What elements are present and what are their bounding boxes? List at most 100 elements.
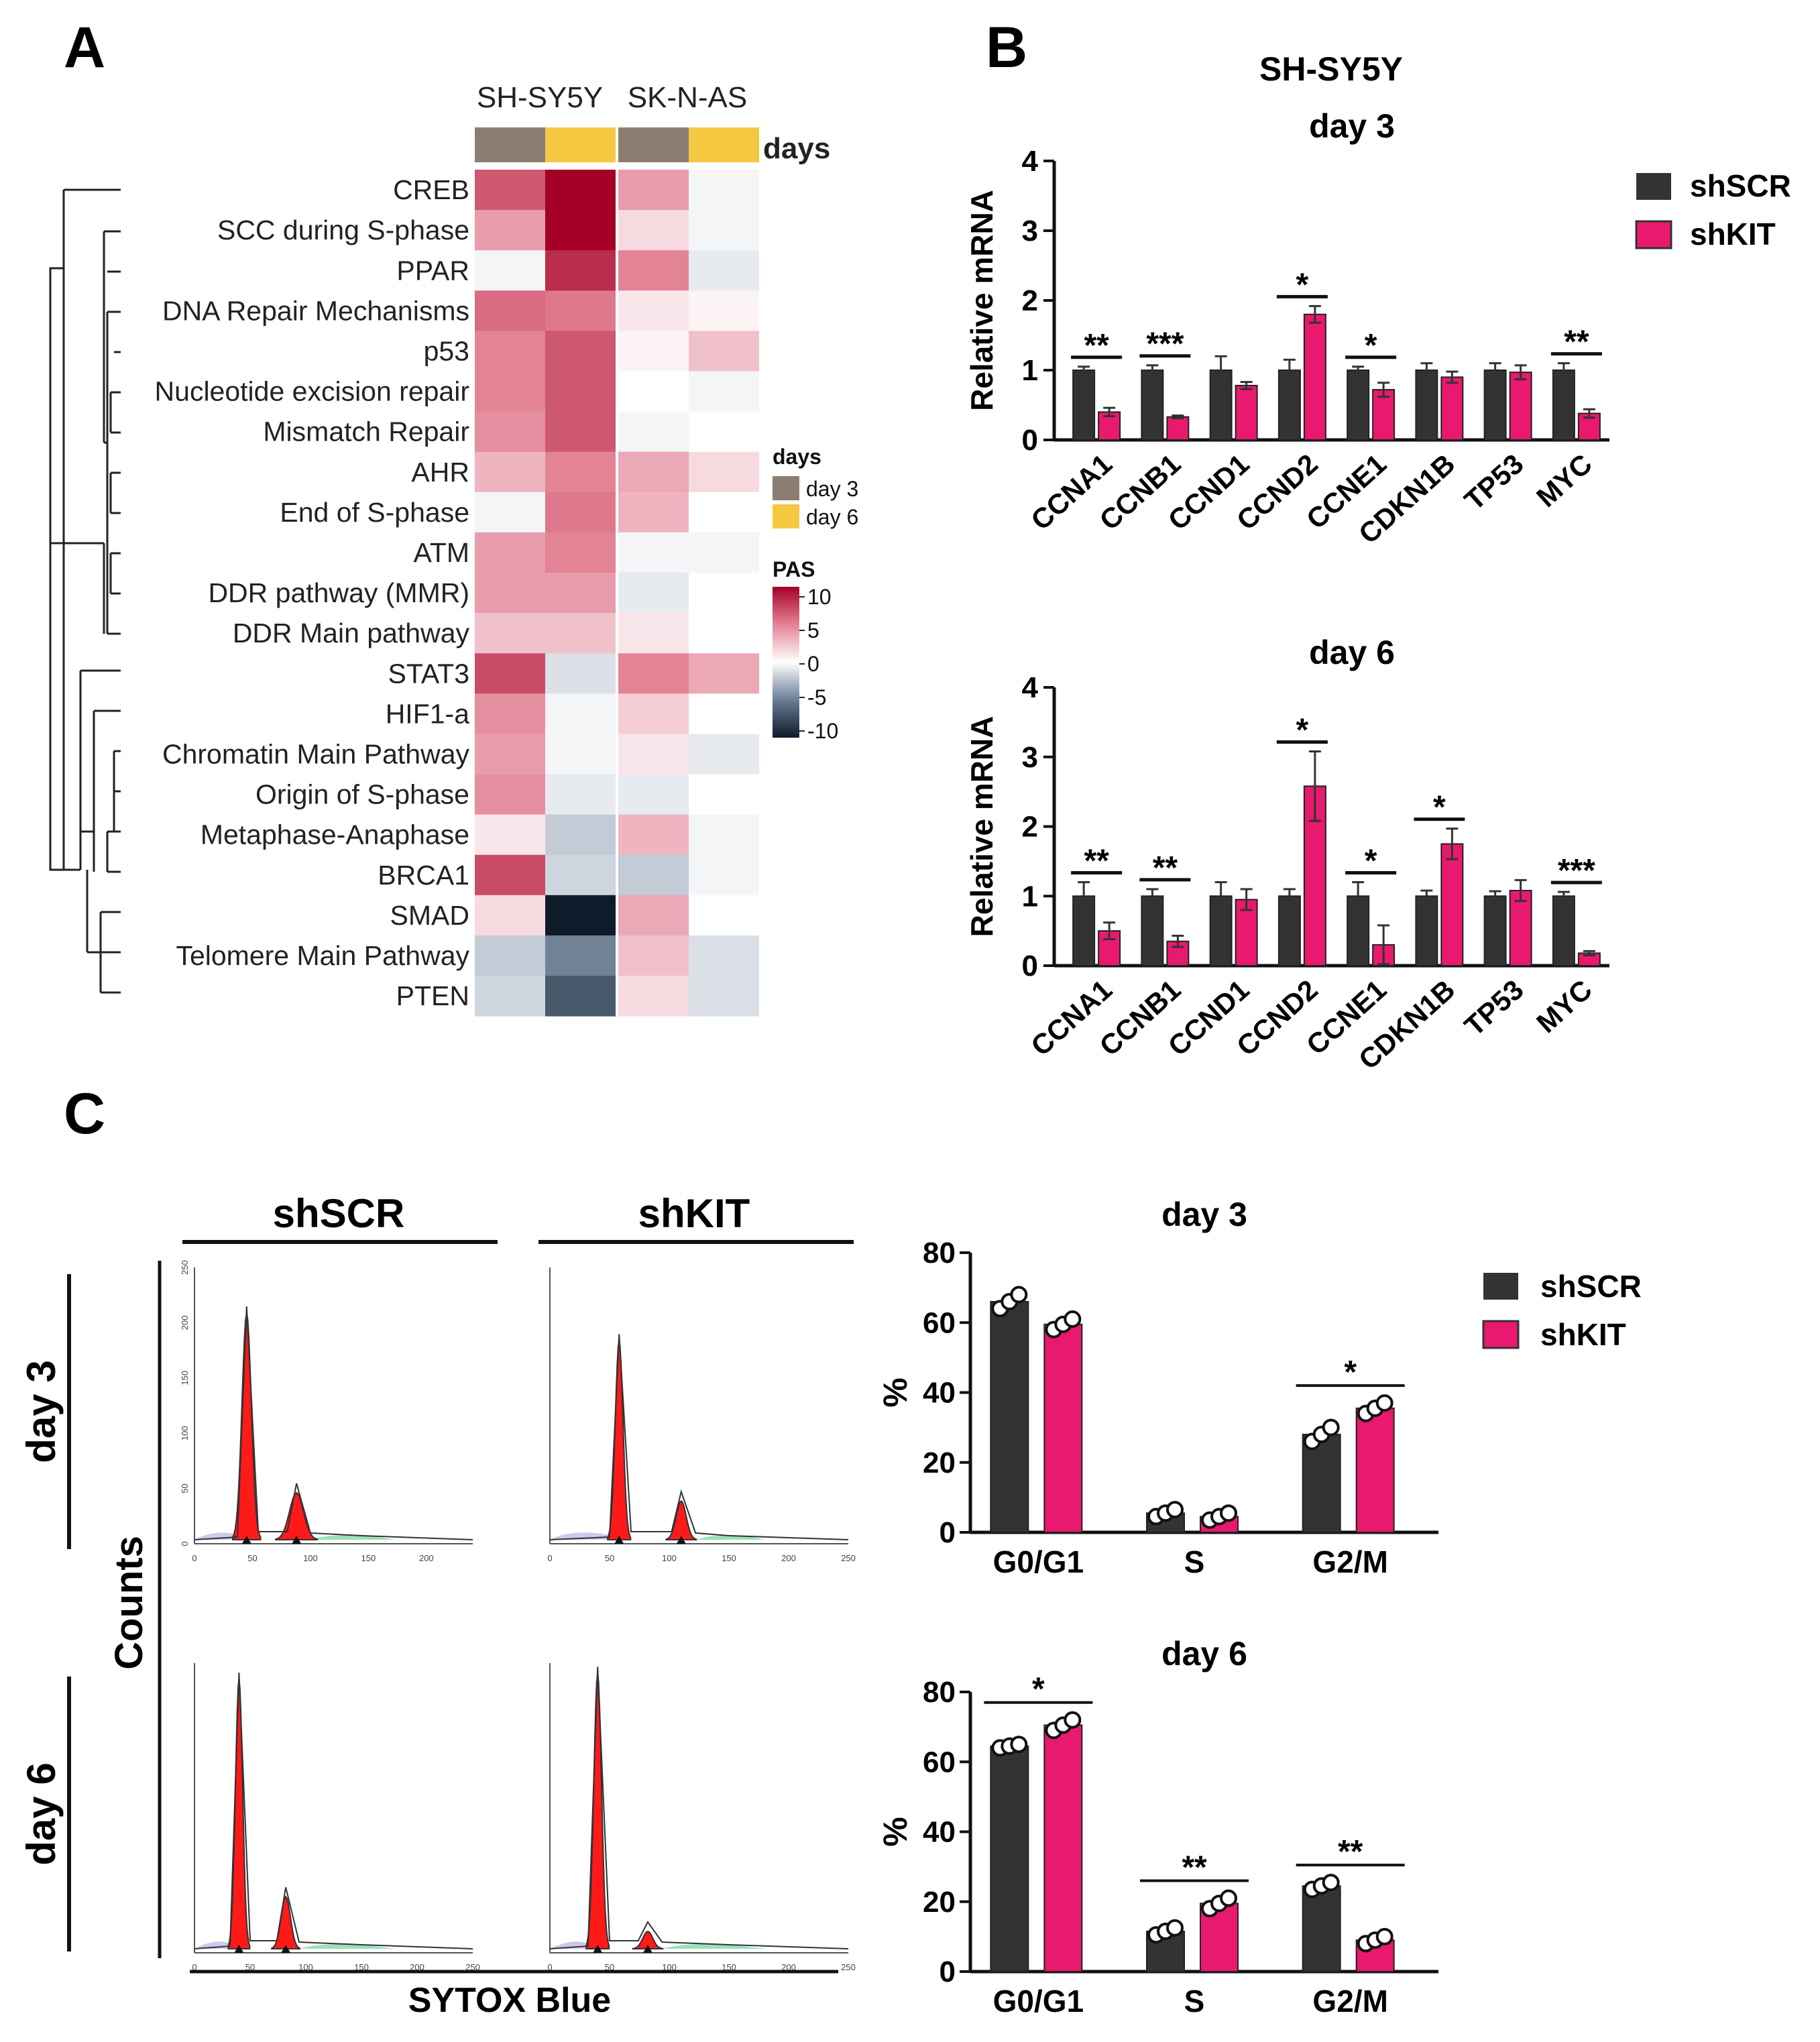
hist-x-tick-label: 150 xyxy=(722,1553,736,1563)
significance-stars: * xyxy=(1433,790,1446,826)
heatmap-cell xyxy=(475,492,545,533)
data-point xyxy=(1064,1310,1082,1328)
peak-marker xyxy=(676,1536,686,1544)
pas-tick-label: -5 xyxy=(807,685,826,710)
error-bar xyxy=(1352,881,1365,911)
heatmap-cell xyxy=(475,290,545,331)
bar-shSCR xyxy=(1347,370,1370,441)
error-bar xyxy=(1172,414,1184,420)
heatmap-cell xyxy=(545,532,616,573)
day-annotation-day6 xyxy=(689,127,759,162)
heatmap-row-label: Chromatin Main Pathway xyxy=(162,738,470,769)
y-tick-label: 20 xyxy=(923,1886,956,1919)
error-bar xyxy=(1308,750,1321,822)
peak-marker xyxy=(593,1945,603,1953)
bar-shKIT xyxy=(1440,376,1464,441)
hist-x-tick-label: 200 xyxy=(419,1553,434,1563)
histogram-plot: 0 50 100 150 200 250 xyxy=(547,1267,856,1563)
pas-tick-label: -10 xyxy=(807,719,838,743)
heatmap-cell xyxy=(475,976,545,1017)
hist-x-tick-label: 200 xyxy=(781,1962,796,1972)
bar-shSCR xyxy=(1483,370,1507,441)
heatmap-row-label: DDR Main pathway xyxy=(233,618,470,648)
legend-day3-label: day 3 xyxy=(806,477,858,501)
error-bar xyxy=(1240,381,1253,390)
aggregate-area xyxy=(310,1535,395,1540)
hist-y-tick-label: 250 xyxy=(180,1260,190,1275)
histogram-plot: 0 50 100 150 200 250 xyxy=(192,1663,480,1972)
y-tick-label: 2 xyxy=(1022,811,1038,844)
heatmap-row-label: DDR pathway (MMR) xyxy=(208,577,469,608)
heatmap-cell xyxy=(618,451,689,493)
heatmap-day-annotation xyxy=(475,127,759,162)
significance-stars: *** xyxy=(1146,327,1184,362)
heatmap-cell xyxy=(475,532,545,573)
data-point xyxy=(1220,1504,1237,1522)
heatmap-row-labels: CREB SCC during S-phase PPAR DNA Repair Mec… xyxy=(155,174,470,1011)
error-bar xyxy=(1078,365,1090,375)
bar-shKIT xyxy=(1509,372,1532,441)
bar-shKIT xyxy=(1303,313,1326,441)
legend-b-shkit-label: shKIT xyxy=(1690,217,1776,251)
pas-tick-label: 10 xyxy=(807,585,832,609)
heatmap-cell xyxy=(618,814,689,856)
heatmap-cell xyxy=(545,895,616,936)
heatmap-cell xyxy=(618,170,689,211)
hist-x-tick-label: 0 xyxy=(192,1962,196,1972)
heatmap-row-label: SCC during S-phase xyxy=(217,215,469,245)
heatmap-cell xyxy=(689,492,759,533)
y-tick-label: 60 xyxy=(923,1746,956,1778)
heatmap-row-label: Telomere Main Pathway xyxy=(176,940,469,971)
y-tick-label: 4 xyxy=(1022,671,1039,704)
aggregate-area xyxy=(695,1535,765,1540)
legend-c-shscr-swatch xyxy=(1483,1273,1518,1300)
histogram-plot: 0 50 100 150 200 250 xyxy=(547,1663,856,1972)
heatmap-cell xyxy=(689,734,759,775)
heatmap-row-label: p53 xyxy=(424,335,469,366)
hist-x-tick-label: 0 xyxy=(192,1553,196,1563)
x-tick-label: G0/G1 xyxy=(993,1544,1084,1579)
heatmap-cell xyxy=(545,290,616,331)
significance-stars: *** xyxy=(1558,853,1595,889)
hist-ylabel: Counts xyxy=(107,1536,151,1670)
legend-b-shscr-swatch xyxy=(1636,173,1671,200)
raw-trace xyxy=(549,1666,849,1949)
heatmap-cell xyxy=(618,331,689,372)
y-tick-label: 60 xyxy=(923,1306,956,1339)
significance-stars: * xyxy=(1032,1672,1045,1707)
heatmap-cell xyxy=(545,371,616,412)
heatmap-row-label: ATM xyxy=(413,537,469,568)
chart-title: day 6 xyxy=(1161,1635,1247,1672)
bar-shSCR xyxy=(1552,370,1575,441)
heatmap-cell xyxy=(545,935,616,976)
heatmap-row-label: Origin of S-phase xyxy=(255,779,469,810)
data-point xyxy=(1010,1736,1028,1754)
heatmap-cell xyxy=(689,451,759,493)
hist-x-tick-label: 150 xyxy=(361,1553,376,1563)
x-tick-label: S xyxy=(1184,1984,1205,2019)
x-tick-label: MYC xyxy=(1530,974,1598,1039)
heatmap-cell xyxy=(475,814,545,856)
heatmap-cell xyxy=(689,371,759,412)
data-point xyxy=(1322,1418,1340,1436)
g2-peak xyxy=(665,1499,697,1540)
g2-peak xyxy=(271,1895,301,1949)
heatmap-row-label: AHR xyxy=(411,457,469,488)
heatmap-row-label: End of S-phase xyxy=(280,497,469,528)
bar-shSCR xyxy=(1277,895,1301,966)
heatmap-cell xyxy=(475,935,545,976)
histogram-plot: 0 50 100 150 200 250 200 150 100 50 0 xyxy=(180,1260,473,1563)
significance-stars: * xyxy=(1296,267,1309,302)
heatmap-cell xyxy=(618,250,689,291)
hist-y-tick-label: 50 xyxy=(180,1483,190,1493)
heatmap xyxy=(475,170,759,1017)
y-tick-label: 80 xyxy=(923,1237,956,1269)
y-tick-label: 0 xyxy=(940,1955,956,1988)
col-label-shscr: shSCR xyxy=(273,1191,405,1236)
heatmap-cell xyxy=(545,411,616,453)
heatmap-cell xyxy=(475,734,545,775)
bar-shSCR xyxy=(1302,1885,1341,1972)
x-tick-label: G2/M xyxy=(1312,1984,1387,2019)
heatmap-cell xyxy=(689,532,759,573)
